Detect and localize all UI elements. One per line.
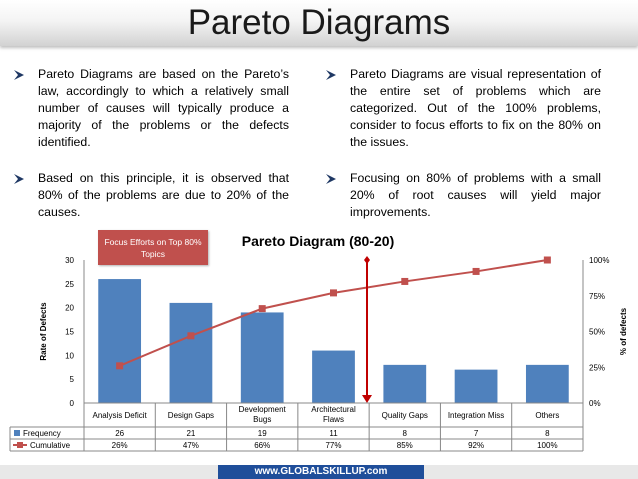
footer-link[interactable]: www.GLOBALSKILLUP.com xyxy=(218,465,424,479)
bullet-item: Based on this principle, it is observed … xyxy=(14,170,289,221)
chevron-right-icon xyxy=(14,174,24,184)
y2-tick-label: 25% xyxy=(589,363,605,372)
frequency-value: 26 xyxy=(115,429,124,438)
cumulative-value: 47% xyxy=(183,441,199,450)
bar xyxy=(454,369,498,403)
bar xyxy=(525,364,569,403)
y-tick-label: 5 xyxy=(70,375,75,384)
chevron-right-icon xyxy=(326,174,336,184)
y2-axis-title: % of defects xyxy=(619,307,628,355)
frequency-value: 8 xyxy=(403,429,408,438)
bullet-text: Pareto Diagrams are visual representatio… xyxy=(350,67,601,149)
x-tick-label: Analysis Deficit xyxy=(93,411,148,420)
cumulative-point xyxy=(472,267,480,275)
frequency-value: 19 xyxy=(258,429,267,438)
y-tick-label: 25 xyxy=(65,280,74,289)
cumulative-legend-key xyxy=(17,442,23,448)
y2-tick-label: 100% xyxy=(589,256,609,265)
y-axis-title: Rate of Defects xyxy=(39,302,48,361)
frequency-legend-key xyxy=(14,430,20,436)
pareto-chart: Pareto Diagram (80-20) 0 5 10 15 20 25 30 0% 25% 5… xyxy=(9,233,628,452)
y-tick-label: 15 xyxy=(65,328,74,337)
bar xyxy=(383,364,427,403)
left-column: Pareto Diagrams are based on the Pareto’… xyxy=(14,66,289,240)
bar xyxy=(169,302,213,403)
chevron-right-icon xyxy=(326,70,336,80)
callout-text: Focus Efforts on Top 80% Topics xyxy=(104,236,202,259)
x-tick-label: Others xyxy=(535,411,559,420)
bullet-item: Focusing on 80% of problems with a small… xyxy=(326,170,601,221)
title-bar xyxy=(0,0,638,46)
bullet-text: Pareto Diagrams are based on the Pareto’… xyxy=(38,67,289,149)
bar xyxy=(240,312,284,403)
y-tick-label: 10 xyxy=(65,351,74,360)
frequency-value: 7 xyxy=(474,429,479,438)
cumulative-value: 26% xyxy=(112,441,128,450)
cumulative-legend-label: Cumulative xyxy=(30,441,71,450)
cumulative-value: 66% xyxy=(254,441,270,450)
x-tick-label: Development Bugs xyxy=(239,405,287,424)
x-tick-label: Architectural Flaws xyxy=(311,405,356,424)
cumulative-point xyxy=(187,332,195,340)
x-tick-label: Design Gaps xyxy=(168,411,214,420)
y-tick-label: 20 xyxy=(65,304,74,313)
frequency-value: 11 xyxy=(329,429,338,438)
x-tick-label: Integration Miss xyxy=(448,411,504,420)
right-column: Pareto Diagrams are visual representatio… xyxy=(326,66,601,240)
y-tick-label: 0 xyxy=(70,399,75,408)
bullet-text: Based on this principle, it is observed … xyxy=(38,171,289,219)
cutoff-diamond xyxy=(364,256,371,264)
cumulative-point xyxy=(258,305,266,313)
frequency-legend-label: Frequency xyxy=(23,429,61,438)
y-tick-label: 30 xyxy=(65,256,74,265)
slide-title: Pareto Diagrams xyxy=(187,3,451,42)
cumulative-value: 100% xyxy=(537,441,557,450)
bullet-item: Pareto Diagrams are based on the Pareto’… xyxy=(14,66,289,151)
bar xyxy=(98,279,142,403)
y2-tick-label: 0% xyxy=(589,399,601,408)
chart-title: Pareto Diagram (80-20) xyxy=(242,233,395,249)
cumulative-point xyxy=(330,289,337,297)
chevron-right-icon xyxy=(14,70,24,80)
bullet-item: Pareto Diagrams are visual representatio… xyxy=(326,66,601,151)
bar xyxy=(312,350,355,403)
bullet-text: Focusing on 80% of problems with a small… xyxy=(350,171,601,219)
frequency-value: 21 xyxy=(186,429,195,438)
cumulative-value: 92% xyxy=(468,441,484,450)
focus-callout: Focus Efforts on Top 80% Topics xyxy=(98,230,208,265)
cumulative-point xyxy=(543,256,551,264)
cumulative-value: 85% xyxy=(397,441,413,450)
cumulative-point xyxy=(401,277,409,285)
y2-tick-label: 75% xyxy=(589,292,605,301)
frequency-value: 8 xyxy=(545,429,550,438)
cumulative-point xyxy=(116,362,124,370)
cutoff-arrowhead xyxy=(362,395,373,403)
cumulative-value: 77% xyxy=(325,441,341,450)
x-tick-label: Quality Gaps xyxy=(382,411,428,420)
y2-tick-label: 50% xyxy=(589,328,605,337)
